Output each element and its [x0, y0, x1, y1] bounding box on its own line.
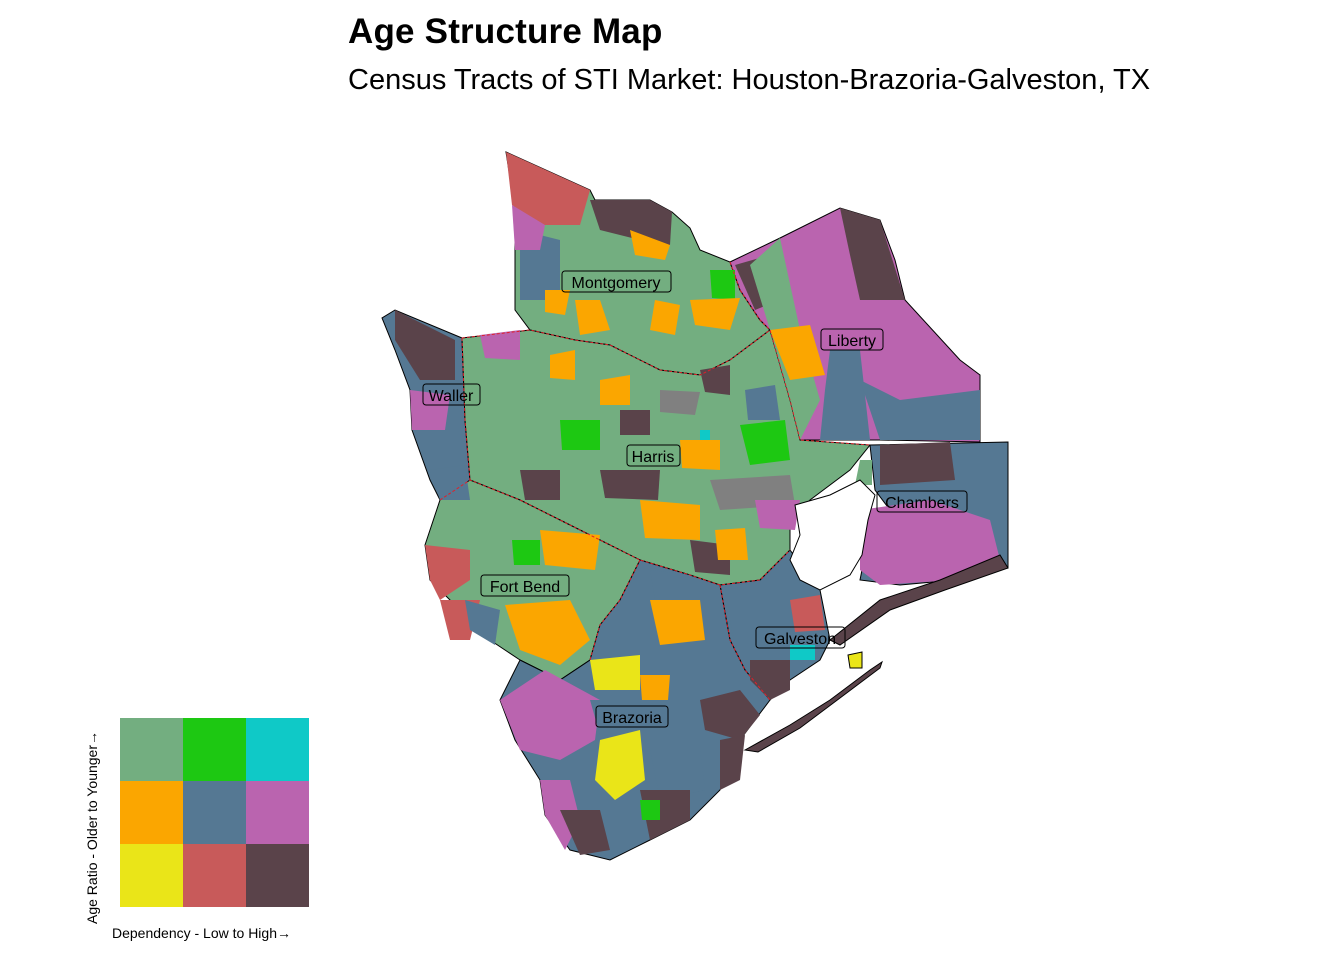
- svg-text:Galveston: Galveston: [764, 631, 836, 648]
- svg-text:Fort Bend: Fort Bend: [490, 579, 560, 596]
- bolivar-peninsula: [829, 554, 1009, 646]
- svg-text:Chambers: Chambers: [885, 495, 959, 512]
- legend-cell-r2c0: [120, 844, 183, 907]
- svg-text:Liberty: Liberty: [828, 333, 876, 350]
- legend-y-label: Age Ratio - Older to Younger→: [84, 730, 100, 924]
- legend-cell-r0c0: [120, 718, 183, 781]
- svg-text:Montgomery: Montgomery: [572, 275, 661, 292]
- svg-text:Brazoria: Brazoria: [602, 710, 662, 727]
- svg-text:Harris: Harris: [632, 449, 675, 466]
- legend-cell-r2c2: [246, 844, 309, 907]
- label-montgomery: Montgomery: [561, 270, 672, 293]
- galveston-bay: [789, 479, 876, 591]
- county-boundaries: [439, 261, 871, 701]
- map-title: Age Structure Map: [348, 12, 663, 51]
- county-labels: Montgomery Liberty Waller Harris Chamber…: [422, 270, 968, 728]
- svg-text:Waller: Waller: [429, 388, 474, 405]
- label-harris: Harris: [626, 444, 681, 467]
- label-brazoria: Brazoria: [595, 705, 669, 728]
- legend-cell-r1c1: [183, 781, 246, 844]
- legend-cell-r0c2: [246, 718, 309, 781]
- label-waller: Waller: [422, 383, 481, 406]
- map-subtitle: Census Tracts of STI Market: Houston-Bra…: [348, 64, 1151, 96]
- legend-cell-r1c2: [246, 781, 309, 844]
- bivariate-legend: [120, 718, 309, 907]
- label-liberty: Liberty: [820, 328, 884, 351]
- tract-patches: [395, 152, 1000, 855]
- label-galveston: Galveston: [755, 626, 846, 649]
- legend-cell-r2c1: [183, 844, 246, 907]
- label-chambers: Chambers: [876, 490, 968, 513]
- label-fortbend: Fort Bend: [480, 574, 570, 597]
- tract-yellow-galveston: [847, 651, 863, 669]
- galveston-island: [743, 660, 883, 753]
- legend-cell-r0c1: [183, 718, 246, 781]
- legend-x-label: Dependency - Low to High→: [112, 925, 291, 941]
- legend-cell-r1c0: [120, 781, 183, 844]
